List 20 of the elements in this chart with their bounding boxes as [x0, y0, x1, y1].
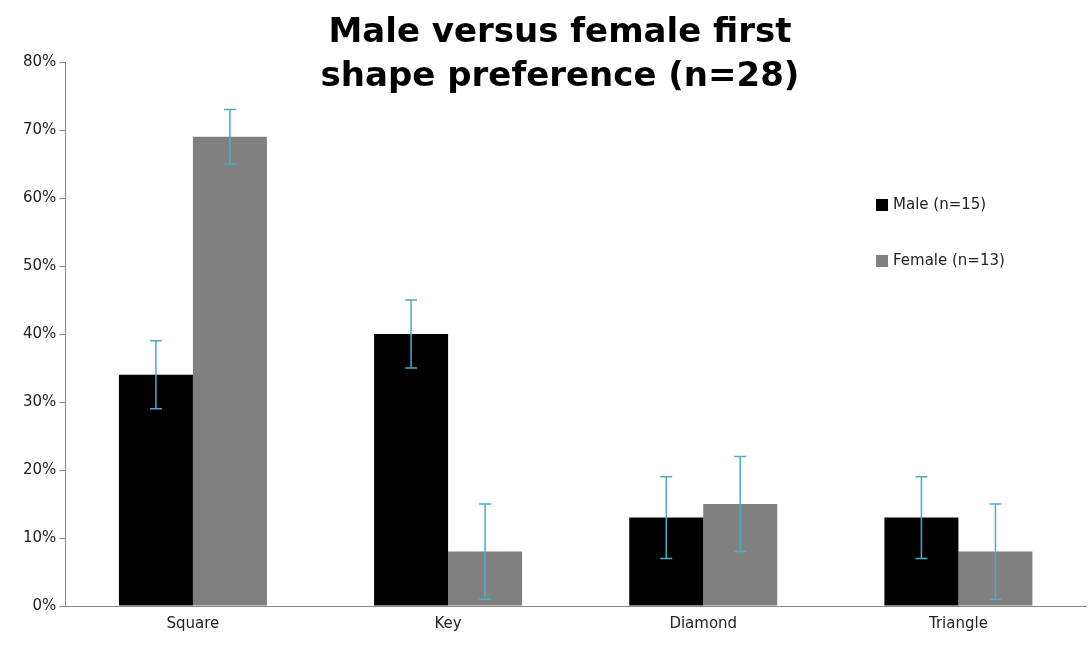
y-tick-label: 70%	[23, 119, 57, 138]
x-tick-label: Diamond	[669, 613, 738, 632]
legend-label: Male (n=15)	[893, 194, 987, 213]
x-tick-label: Triangle	[927, 613, 988, 632]
y-tick-label: 80%	[23, 51, 57, 70]
x-tick-label: Key	[434, 613, 462, 632]
legend-label: Female (n=13)	[893, 250, 1005, 269]
bar	[884, 517, 959, 606]
y-tick-label: 0%	[32, 595, 57, 614]
x-tick-label: Square	[166, 613, 220, 632]
y-tick-label: 50%	[23, 255, 57, 274]
y-tick-label: 40%	[23, 323, 57, 342]
y-tick-label: 10%	[23, 527, 57, 546]
y-tick-label: 60%	[23, 187, 57, 206]
y-tick-label: 20%	[23, 459, 57, 478]
bar	[118, 374, 193, 606]
y-tick-label: 30%	[23, 391, 57, 410]
chart-title: Male versus female first shape preference (n=28)	[319, 9, 801, 96]
bar	[374, 334, 449, 606]
bar	[629, 517, 704, 606]
